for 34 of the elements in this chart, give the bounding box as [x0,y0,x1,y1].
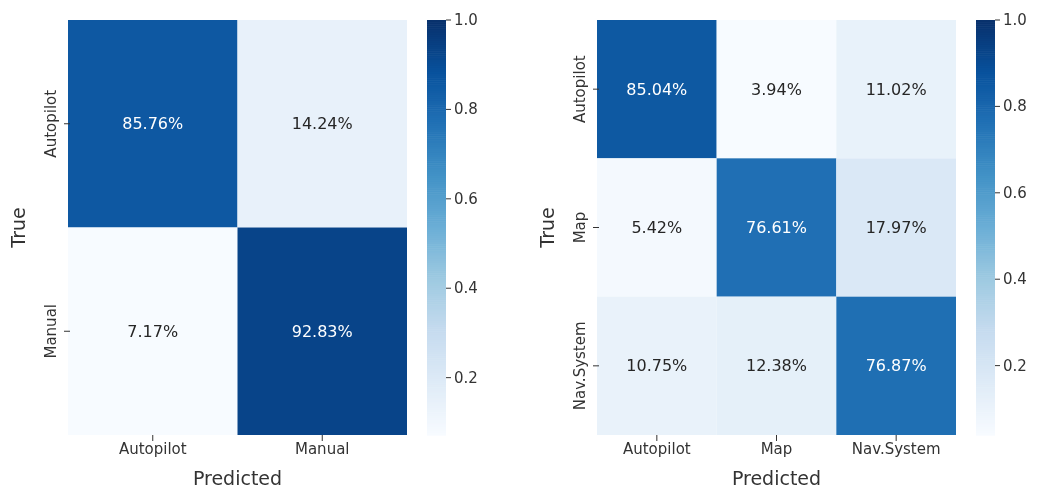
x-tick-label: Map [760,439,793,458]
data-label: 85.76% [122,114,184,134]
x-tick-label: Autopilot [622,439,691,458]
data-label: 85.04% [626,79,688,99]
color-bar-label: 1.0 [1003,11,1027,29]
y-axis-title: True [536,207,558,249]
color-bar-label: 0.6 [454,189,478,208]
color-bar-label: 0.4 [1003,270,1027,289]
x-axis-title: Predicted [731,467,822,489]
x-tick-label: Autopilot [118,439,187,458]
color-bar-label: 0.4 [454,279,478,298]
data-label: 17.97% [865,218,927,237]
color-bar-label: 0.8 [1003,97,1027,116]
data-label: 7.17% [127,321,179,341]
data-label: 76.61% [745,218,808,237]
data-label: 92.83% [291,321,353,341]
color-bar-label: 0.2 [1003,356,1027,375]
data-label: 10.75% [626,356,688,376]
x-axis-title: Predicted [192,467,283,489]
data-label: 3.94% [751,79,802,99]
color-bar-label: 1.0 [454,11,478,29]
x-tick-label: Manual [294,439,350,458]
data-label: 5.42% [631,218,683,237]
data-label: 12.38% [745,356,808,376]
data-label: 14.24% [291,114,353,134]
y-tick-label: Autopilot [571,55,589,124]
color-bar-label: 0.6 [1003,183,1027,202]
color-bar-label: 0.2 [454,368,478,387]
color-bar-label: 0.8 [454,100,478,119]
y-tick-label: Map [571,211,589,244]
data-label: 76.87% [865,356,927,376]
x-tick-label: Nav.System [851,439,941,458]
y-axis-title: True [7,207,29,249]
data-label: 11.02% [865,79,927,99]
